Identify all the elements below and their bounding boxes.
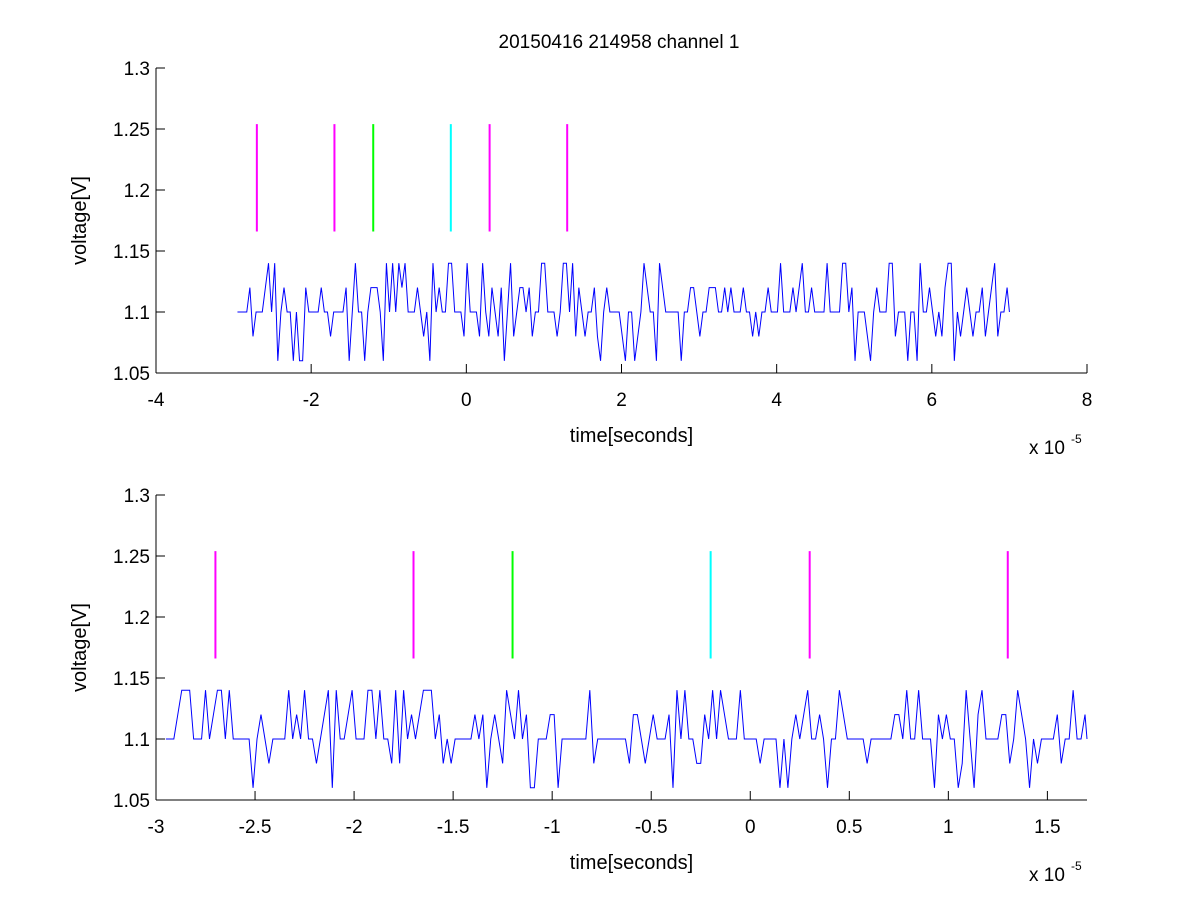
y-tick-label: 1.05 xyxy=(113,791,150,812)
x-axis-label: time[seconds] xyxy=(570,852,693,874)
x-axis-label: time[seconds] xyxy=(570,425,693,447)
x-tick-label: 8 xyxy=(1082,390,1093,411)
x-axis-multiplier: x 10 xyxy=(1029,438,1065,459)
x-tick-label: -2 xyxy=(303,390,320,411)
y-axis-label: voltage[V] xyxy=(69,603,91,692)
y-tick-label: 1.3 xyxy=(124,59,150,80)
y-tick-label: 1.1 xyxy=(124,730,150,751)
x-tick-label: -2 xyxy=(346,817,363,838)
figure-title: 20150416 214958 channel 1 xyxy=(499,32,740,53)
y-tick-label: 1.25 xyxy=(113,547,150,568)
x-tick-label: 4 xyxy=(771,390,782,411)
y-tick-label: 1.2 xyxy=(124,181,150,202)
x-tick-label: -1 xyxy=(544,817,561,838)
y-tick-label: 1.05 xyxy=(113,364,150,385)
y-tick-label: 1.25 xyxy=(113,120,150,141)
top-plot-panel: 1.05 1.1 1.15 1.2 1.25 1.3 -4 -2 0 2 4 6 8 time[secon… xyxy=(69,59,1092,459)
x-tick-label: -0.5 xyxy=(635,817,668,838)
x-tick-label: -2.5 xyxy=(239,817,272,838)
y-tick-label: 1.15 xyxy=(113,242,150,263)
x-tick-label: 0.5 xyxy=(836,817,862,838)
bottom-plot-panel: 1.05 1.1 1.15 1.2 1.25 1.3 -3 -2.5 -2 -1.5 -1 -0.5 0… xyxy=(69,486,1088,886)
x-tick-label: -3 xyxy=(148,817,165,838)
y-tick-label: 1.15 xyxy=(113,669,150,690)
signal-trace xyxy=(165,689,1088,789)
x-tick-label: -1.5 xyxy=(437,817,470,838)
y-tick-label: 1.2 xyxy=(124,608,150,629)
x-tick-label: -4 xyxy=(148,390,165,411)
x-axis-multiplier-exponent: -5 xyxy=(1071,432,1082,446)
signal-trace xyxy=(237,262,1010,362)
x-tick-label: 6 xyxy=(927,390,938,411)
y-axis-label: voltage[V] xyxy=(69,176,91,265)
x-tick-label: 2 xyxy=(616,390,627,411)
x-tick-label: 0 xyxy=(461,390,472,411)
y-tick-label: 1.3 xyxy=(124,486,150,507)
y-tick-label: 1.1 xyxy=(124,303,150,324)
x-axis-multiplier-exponent: -5 xyxy=(1071,859,1082,873)
x-tick-label: 0 xyxy=(745,817,756,838)
x-tick-label: 1 xyxy=(943,817,954,838)
x-axis-multiplier: x 10 xyxy=(1029,865,1065,886)
x-tick-label: 1.5 xyxy=(1034,817,1060,838)
